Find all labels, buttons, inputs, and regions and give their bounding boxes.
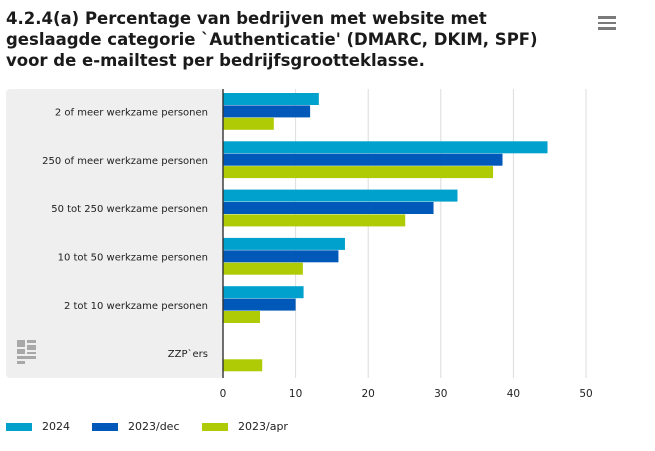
legend-item[interactable]: 2023/apr <box>202 420 288 433</box>
bars <box>223 93 548 372</box>
cbs-logo-icon <box>17 340 36 364</box>
x-tick-label: 50 <box>579 388 592 400</box>
bar-2023-dec[interactable] <box>223 202 434 214</box>
category-label: 250 of meer werkzame personen <box>42 156 208 167</box>
legend-item[interactable]: 2024 <box>6 420 70 433</box>
category-label: 10 tot 50 werkzame personen <box>58 253 208 264</box>
bar-2023-dec[interactable] <box>223 105 311 118</box>
bar-2023-dec[interactable] <box>223 153 503 166</box>
legend-swatch <box>6 422 32 431</box>
x-tick-labels: 0 10 20 30 40 50 <box>220 388 593 400</box>
bar-2024[interactable] <box>223 286 304 299</box>
x-tick-label: 20 <box>362 388 375 400</box>
hamburger-menu-icon[interactable] <box>598 16 616 30</box>
category-panel-background <box>6 89 223 378</box>
legend-label: 2023/apr <box>238 420 288 433</box>
x-tick-label: 30 <box>434 388 447 400</box>
category-label: ZZP`ers <box>168 348 208 360</box>
gridlines <box>295 89 587 378</box>
category-label: 2 of meer werkzame personen <box>55 108 208 119</box>
bar-2024[interactable] <box>223 237 345 250</box>
bar-2023-apr[interactable] <box>223 359 263 372</box>
x-tick-label: 0 <box>220 388 227 400</box>
bar-2023-apr[interactable] <box>223 311 261 323</box>
legend-label: 2023/dec <box>128 420 180 433</box>
category-labels: 2 of meer werkzame personen 250 of meer w… <box>42 108 208 361</box>
bar-2024[interactable] <box>223 93 319 105</box>
legend-swatch <box>202 422 228 431</box>
x-tick-label: 10 <box>289 388 302 400</box>
legend-item[interactable]: 2023/dec <box>92 420 180 433</box>
bar-2023-apr[interactable] <box>223 166 494 179</box>
chart-area: 2 of meer werkzame personen 250 of meer w… <box>6 89 593 400</box>
bar-2024[interactable] <box>223 189 458 202</box>
category-label: 2 tot 10 werkzame personen <box>64 301 208 312</box>
x-tick-label: 40 <box>507 388 520 400</box>
bar-2024[interactable] <box>223 141 548 154</box>
bar-2023-dec[interactable] <box>223 298 296 311</box>
bar-2023-apr[interactable] <box>223 262 303 275</box>
legend-swatch <box>92 422 118 431</box>
bar-2023-dec[interactable] <box>223 250 339 263</box>
bar-2023-apr[interactable] <box>223 214 406 227</box>
bar-2023-apr[interactable] <box>223 117 274 130</box>
category-label: 50 tot 250 werkzame personen <box>51 204 208 215</box>
legend-label: 2024 <box>42 420 70 433</box>
chart-title: 4.2.4(a) Percentage van bedrijven met we… <box>6 9 538 70</box>
